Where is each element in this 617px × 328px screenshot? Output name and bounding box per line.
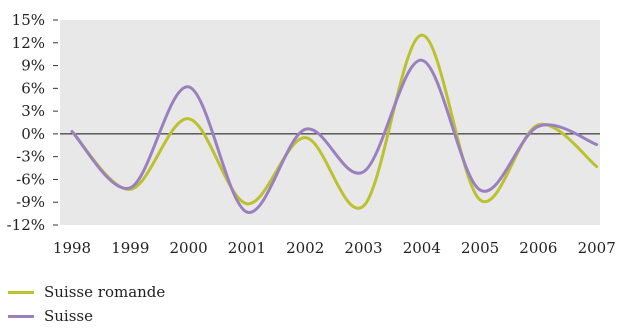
x-tick-label: 1999 — [111, 239, 149, 257]
series-line-suisse-romande — [70, 33, 599, 210]
legend-swatch-suisse-romande — [8, 290, 34, 294]
legend-label-suisse: Suisse — [44, 307, 94, 325]
line-chart: 15% 12% 9% 6% 3% 0% -3% -6% -9% -12% 1998 1999 2000… — [7, 11, 616, 257]
y-tick-label: -3% — [16, 148, 45, 166]
y-axis: 15% 12% 9% 6% 3% 0% -3% -6% -9% -12% — [7, 11, 58, 234]
y-tick-label: 3% — [21, 102, 45, 120]
y-tick-label: 12% — [12, 34, 45, 52]
y-tick-label: 6% — [21, 79, 45, 97]
y-tick-label: 9% — [21, 57, 45, 75]
series-line-suisse — [70, 58, 599, 214]
y-tick-label: -9% — [16, 193, 45, 211]
y-tick-label: 0% — [21, 125, 45, 143]
legend-item-suisse: Suisse — [8, 304, 165, 328]
legend: Suisse romande Suisse — [8, 280, 165, 328]
y-tick-label: -12% — [7, 216, 45, 234]
x-axis: 1998 1999 2000 2001 2002 2003 2004 2005 2006 2007 — [53, 239, 616, 257]
series-lines — [70, 33, 599, 214]
legend-swatch-suisse — [8, 314, 34, 318]
legend-label-suisse-romande: Suisse romande — [44, 283, 166, 301]
y-tick-label: 15% — [12, 11, 45, 29]
x-tick-label: 2003 — [344, 239, 382, 257]
legend-item-suisse-romande: Suisse romande — [8, 280, 165, 304]
x-tick-label: 2001 — [228, 239, 266, 257]
x-tick-label: 1998 — [53, 239, 91, 257]
y-tick-label: -6% — [16, 170, 45, 188]
x-tick-label: 2002 — [286, 239, 324, 257]
plot-area — [60, 20, 600, 225]
x-tick-label: 2004 — [403, 239, 441, 257]
x-tick-label: 2007 — [578, 239, 616, 257]
x-tick-label: 2000 — [170, 239, 208, 257]
x-tick-label: 2005 — [461, 239, 499, 257]
x-tick-label: 2006 — [519, 239, 557, 257]
